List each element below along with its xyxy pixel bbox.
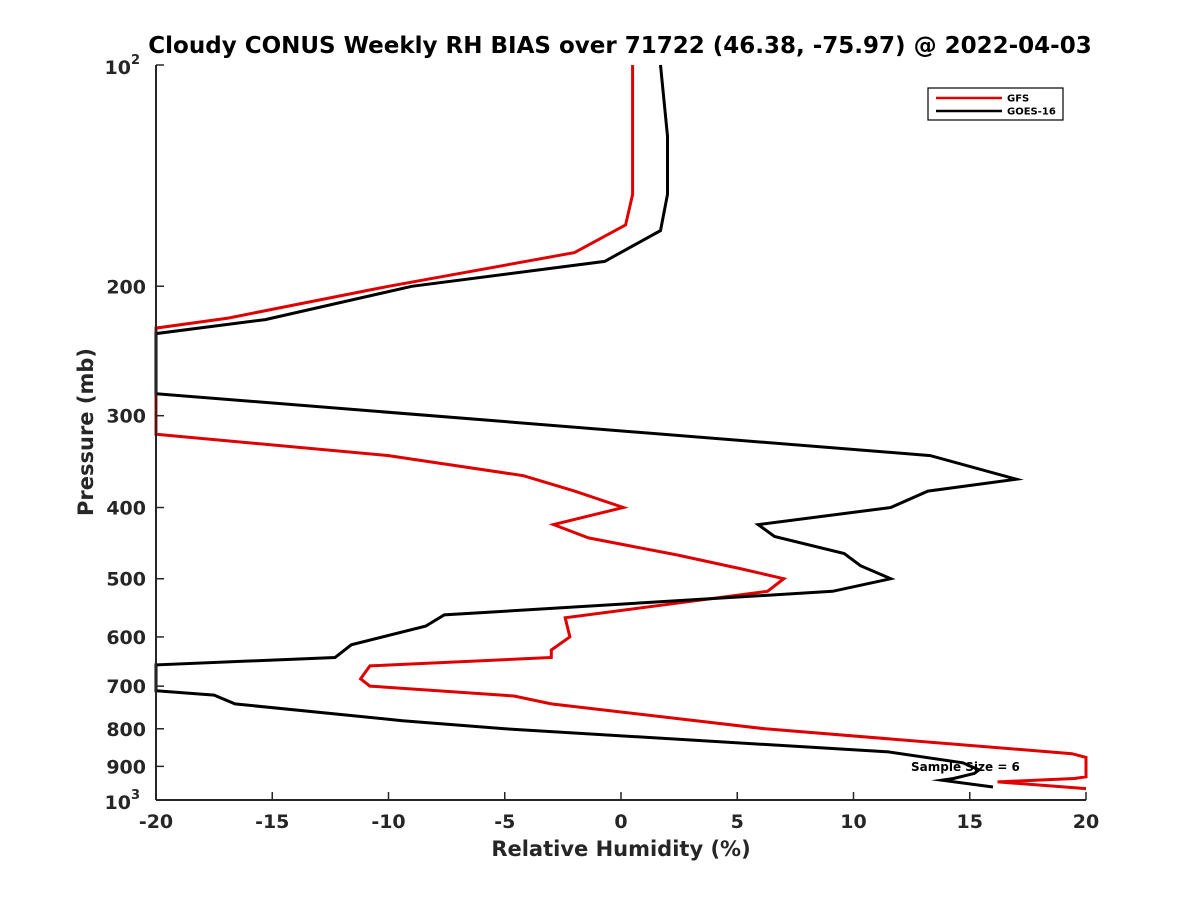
y-tick-label: 500 [106,569,146,591]
y-tick-label: 700 [106,676,146,698]
legend-entries: GFS GOES-16 [936,94,1056,118]
x-tick-label: 15 [957,811,983,833]
series-line-goes-16 [154,64,1024,789]
y-tick-label: 800 [106,719,146,741]
y-tick-label-exponent: 2 [131,53,140,68]
y-tick-label-base: 10 [105,792,131,814]
legend-box [927,87,1064,121]
x-ticks: -20 -15 -10 -5 0 5 10 15 20 [139,792,1099,833]
sample-size-annotation: Sample Size = 6 [911,760,1020,774]
y-tick-label: 200 [106,276,146,298]
series-line-gfs [154,65,1088,791]
x-tick-label: 10 [840,811,866,833]
y-tick-label: 10 3 [105,788,141,814]
legend-label: GFS [1007,94,1029,105]
x-tick-label: -15 [255,811,289,833]
y-tick-label-base: 10 [105,57,131,79]
x-tick-label: 5 [731,811,744,833]
y-tick-label: 900 [106,756,146,778]
legend: GFS GOES-16 [927,87,1064,121]
y-tick-label: 600 [106,627,146,649]
legend-label: GOES-16 [1007,107,1056,118]
y-tick-label: 400 [106,498,146,520]
plot-area [154,64,1088,791]
y-tick-label: 10 2 [105,53,141,79]
y-tick-label: 300 [106,406,146,428]
x-tick-label: -5 [494,811,515,833]
x-tick-label: -20 [139,811,173,833]
x-tick-label: 20 [1073,811,1099,833]
chart-title: Cloudy CONUS Weekly RH BIAS over 71722 (… [148,33,1091,59]
x-tick-label: 0 [614,811,627,833]
x-axis-label: Relative Humidity (%) [491,837,750,861]
y-axis-label: Pressure (mb) [74,348,98,516]
y-tick-label-exponent: 3 [131,788,140,803]
x-tick-label: -10 [371,811,405,833]
